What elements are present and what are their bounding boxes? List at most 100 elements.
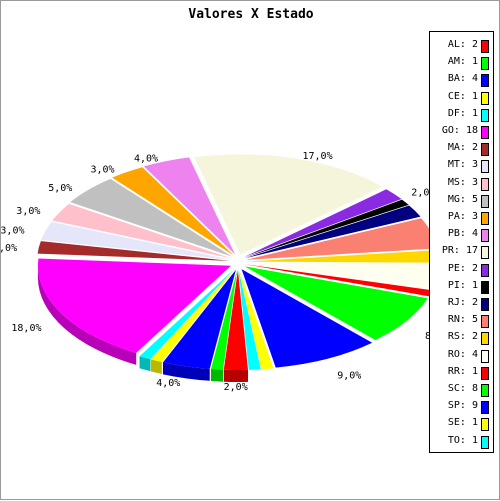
legend-label: PB: 4	[447, 228, 478, 240]
pie-depth-layer	[37, 265, 249, 382]
slice-go	[37, 258, 231, 353]
slice-al	[223, 269, 249, 370]
legend-label: PE: 2	[447, 262, 478, 274]
legend-item-ce: CE: 1	[430, 88, 493, 106]
slice-pi	[244, 199, 409, 258]
slice-am	[210, 269, 238, 370]
slice-rj	[245, 205, 421, 259]
legend-item-rs: RS: 2	[430, 328, 493, 346]
slice-ro	[245, 263, 439, 289]
legend-item-sp: SP: 9	[430, 397, 493, 415]
slice-se	[239, 269, 274, 370]
legend-swatch	[481, 108, 489, 122]
legend-label: AM: 1	[447, 56, 478, 68]
legend: AL: 2 AM: 1 BA: 4 CE: 1 DF: 1 GO: 18 MA: 2 MT: …	[429, 31, 494, 453]
slice-ms	[52, 203, 231, 259]
legend-swatch	[481, 40, 489, 53]
slice-label-pa: 3,0%	[91, 165, 115, 176]
legend-item-rj: RJ: 2	[430, 294, 493, 312]
legend-label: SE: 1	[447, 417, 478, 429]
legend-label: RN: 5	[447, 314, 478, 326]
slice-pe	[244, 189, 402, 257]
legend-item-mg: MG: 5	[430, 191, 493, 209]
slice-to	[238, 269, 261, 370]
slice-label-ma: 2,0%	[1, 243, 17, 254]
slice-label-go: 18,0%	[11, 323, 41, 334]
slice-label-al: 2,0%	[224, 382, 248, 393]
legend-swatch	[481, 366, 489, 380]
slice-side-df	[139, 356, 151, 372]
slice-ba	[163, 269, 236, 369]
legend-label: PR: 17	[441, 245, 478, 257]
slice-label-mg: 5,0%	[48, 183, 72, 194]
slice-label-pr: 17,0%	[303, 151, 333, 162]
slice-label-pb: 4,0%	[134, 153, 158, 164]
legend-swatch	[481, 126, 489, 139]
chart-title: Valores X Estado	[188, 7, 314, 22]
slice-rs	[245, 250, 439, 263]
slice-label-ba: 4,0%	[156, 378, 180, 389]
slice-df	[139, 269, 235, 360]
legend-swatch	[481, 315, 489, 329]
slice-pa	[112, 167, 234, 256]
pie-top-layer	[37, 154, 439, 370]
legend-label: MS: 3	[447, 176, 478, 188]
legend-item-sc: SC: 8	[430, 380, 493, 398]
legend-label: PA: 3	[447, 211, 478, 222]
legend-swatch	[481, 194, 489, 208]
legend-item-ma: MA: 2	[430, 139, 493, 157]
legend-swatch	[481, 246, 489, 260]
slice-label-pe: 2,0%	[411, 188, 435, 199]
slice-sp	[241, 269, 373, 368]
legend-item-go: GO: 18	[430, 122, 493, 140]
slice-pr	[194, 154, 383, 255]
legend-swatch	[481, 57, 489, 71]
legend-item-mt: MT: 3	[430, 156, 493, 174]
slice-side-al	[223, 369, 249, 382]
legend-item-ms: MS: 3	[430, 174, 493, 192]
legend-item-ba: BA: 4	[430, 70, 493, 88]
slice-pb	[143, 157, 236, 255]
legend-label: SC: 8	[447, 383, 478, 394]
legend-swatch	[481, 74, 489, 88]
legend-item-to: TO: 1	[430, 432, 493, 450]
legend-swatch	[481, 298, 489, 311]
legend-item-ro: RO: 4	[430, 346, 493, 364]
legend-label: TO: 1	[447, 434, 478, 446]
legend-swatch	[481, 91, 489, 105]
legend-label: SP: 9	[447, 400, 478, 412]
legend-label: GO: 18	[441, 125, 478, 136]
legend-swatch	[481, 418, 489, 432]
legend-swatch	[481, 177, 489, 191]
legend-item-al: AL: 2	[430, 36, 493, 54]
legend-label: RJ: 2	[447, 297, 478, 308]
slice-sc	[244, 266, 428, 340]
legend-label: CE: 1	[447, 90, 478, 102]
slice-side-am	[210, 369, 224, 382]
slice-label-ms: 3,0%	[16, 206, 40, 217]
legend-swatch	[481, 280, 489, 294]
legend-label: MT: 3	[447, 159, 478, 171]
legend-label: PI: 1	[447, 279, 478, 291]
slice-label-mt: 3,0%	[1, 226, 25, 237]
slice-side-go	[37, 265, 137, 365]
legend-item-pi: PI: 1	[430, 277, 493, 295]
legend-swatch	[481, 401, 489, 415]
legend-label: RR: 1	[447, 365, 478, 377]
legend-label: RO: 4	[447, 348, 478, 360]
legend-label: RS: 2	[447, 331, 478, 343]
legend-item-pe: PE: 2	[430, 260, 493, 278]
legend-item-pb: PB: 4	[430, 225, 493, 243]
legend-label: MG: 5	[447, 193, 478, 205]
slice-label-sp: 9,0%	[337, 370, 361, 381]
legend-item-se: SE: 1	[430, 414, 493, 432]
slice-side-ce	[150, 359, 162, 374]
legend-label: AL: 2	[447, 39, 478, 50]
slice-ce	[150, 269, 235, 362]
slice-mg	[70, 178, 233, 257]
slice-ma	[37, 241, 231, 261]
legend-label: DF: 1	[447, 107, 478, 119]
slice-side-ba	[163, 362, 210, 381]
